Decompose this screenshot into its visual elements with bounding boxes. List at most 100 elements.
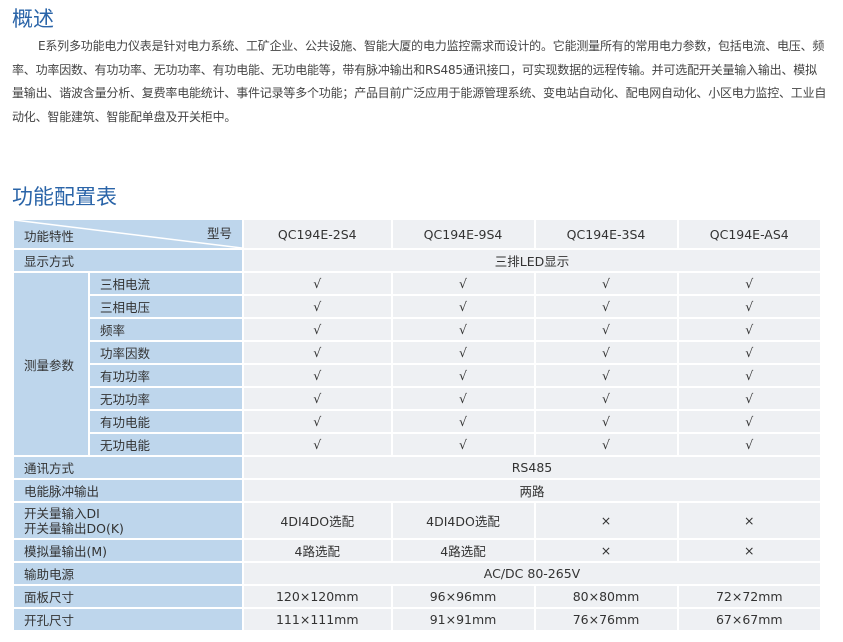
measure-item-label: 频率 <box>90 319 242 340</box>
row-label: 模拟量输出(M) <box>14 540 242 561</box>
corner-model-label: 型号 <box>206 226 232 241</box>
check-mark: √ <box>535 434 677 455</box>
measure-row: 有功电能 √ √ √ √ <box>14 411 820 432</box>
measure-item-label: 有功功率 <box>90 365 242 386</box>
do-label: 开关量输出DO(K) <box>24 520 124 536</box>
cell: 4路选配 <box>392 540 534 561</box>
measure-item-label: 三相电压 <box>90 296 242 317</box>
row-label: 输助电源 <box>14 563 242 584</box>
measure-row: 频率 √ √ √ √ <box>14 319 820 340</box>
panel-row: 面板尺寸 120×120mm 96×96mm 80×80mm 72×72mm <box>14 586 820 607</box>
measure-row: 测量参数 三相电流 √ √ √ √ <box>14 273 820 455</box>
cell: 4DI4DO选配 <box>392 503 534 538</box>
header-row: 型号 功能特性 QC194E-2S4 QC194E-9S4 QC194E-3S4… <box>14 220 820 248</box>
corner-cell: 型号 功能特性 <box>14 220 242 248</box>
row-label: 通讯方式 <box>14 457 242 478</box>
check-mark: √ <box>244 434 391 455</box>
config-table-title: 功能配置表 <box>12 185 117 209</box>
check-mark: √ <box>678 342 820 363</box>
check-mark: √ <box>392 388 534 409</box>
check-mark: √ <box>392 296 534 317</box>
cell: 80×80mm <box>535 586 677 607</box>
row-label: 开关量输入DI 开关量输出DO(K) <box>14 503 242 538</box>
cell: × <box>678 540 820 561</box>
check-mark: √ <box>535 319 677 340</box>
hole-row: 开孔尺寸 111×111mm 91×91mm 76×76mm 67×67mm <box>14 609 820 630</box>
measure-row: 有功功率 √ √ √ √ <box>14 365 820 386</box>
check-mark: √ <box>392 273 534 294</box>
check-mark: √ <box>678 296 820 317</box>
row-label: 面板尺寸 <box>14 586 242 607</box>
check-mark: √ <box>535 365 677 386</box>
row-label: 显示方式 <box>14 250 242 271</box>
check-mark: √ <box>244 296 391 317</box>
check-mark: √ <box>392 411 534 432</box>
cell: 91×91mm <box>392 609 534 630</box>
di-row: 开关量输入DI 开关量输出DO(K) 4DI4DO选配 4DI4DO选配 × × <box>14 503 820 538</box>
measure-item-label: 无功功率 <box>90 388 242 409</box>
cell: 96×96mm <box>392 586 534 607</box>
check-mark: √ <box>678 319 820 340</box>
row-value: 三排LED显示 <box>244 250 820 271</box>
analog-row: 模拟量输出(M) 4路选配 4路选配 × × <box>14 540 820 561</box>
power-row: 输助电源 AC/DC 80-265V <box>14 563 820 584</box>
cell: 4路选配 <box>244 540 391 561</box>
cell: 111×111mm <box>244 609 391 630</box>
cell: 76×76mm <box>535 609 677 630</box>
measure-row: 功率因数 √ √ √ √ <box>14 342 820 363</box>
measure-group-label: 测量参数 <box>14 273 88 455</box>
measure-item-label: 无功电能 <box>90 434 242 455</box>
corner-feature-label: 功能特性 <box>24 229 75 244</box>
measure-row: 无功电能 √ √ √ √ <box>14 434 820 455</box>
model-header: QC194E-AS4 <box>678 220 820 248</box>
check-mark: √ <box>678 365 820 386</box>
check-mark: √ <box>678 434 820 455</box>
check-mark: √ <box>678 411 820 432</box>
check-mark: √ <box>244 388 391 409</box>
cell: 120×120mm <box>244 586 391 607</box>
check-mark: √ <box>244 342 391 363</box>
cell: 67×67mm <box>678 609 820 630</box>
check-mark: √ <box>392 342 534 363</box>
check-mark: √ <box>678 388 820 409</box>
row-value: 两路 <box>244 480 820 501</box>
cell: × <box>535 540 677 561</box>
row-label: 电能脉冲输出 <box>14 480 242 501</box>
diagonal-line <box>14 220 242 248</box>
overview-title: 概述 <box>12 7 54 31</box>
model-header: QC194E-3S4 <box>535 220 677 248</box>
check-mark: √ <box>244 319 391 340</box>
check-mark: √ <box>392 434 534 455</box>
model-header: QC194E-2S4 <box>244 220 391 248</box>
di-label: 开关量输入DI <box>24 505 100 521</box>
check-mark: √ <box>535 388 677 409</box>
check-mark: √ <box>535 296 677 317</box>
check-mark: √ <box>535 273 677 294</box>
model-header: QC194E-9S4 <box>392 220 534 248</box>
measure-item-label: 有功电能 <box>90 411 242 432</box>
check-mark: √ <box>244 273 391 294</box>
check-mark: √ <box>244 365 391 386</box>
measure-item-label: 三相电流 <box>90 273 242 294</box>
measure-row: 三相电压 √ √ √ √ <box>14 296 820 317</box>
check-mark: √ <box>678 273 820 294</box>
check-mark: √ <box>392 365 534 386</box>
comm-row: 通讯方式 RS485 <box>14 457 820 478</box>
measure-item-label: 功率因数 <box>90 342 242 363</box>
display-row: 显示方式 三排LED显示 <box>14 250 820 271</box>
check-mark: √ <box>392 319 534 340</box>
cell: 72×72mm <box>678 586 820 607</box>
row-value: RS485 <box>244 457 820 478</box>
config-table: 型号 功能特性 QC194E-2S4 QC194E-9S4 QC194E-3S4… <box>12 218 822 632</box>
cell: × <box>678 503 820 538</box>
pulse-row: 电能脉冲输出 两路 <box>14 480 820 501</box>
check-mark: √ <box>244 411 391 432</box>
check-mark: √ <box>535 411 677 432</box>
check-mark: √ <box>535 342 677 363</box>
row-label: 开孔尺寸 <box>14 609 242 630</box>
row-value: AC/DC 80-265V <box>244 563 820 584</box>
overview-text: E系列多功能电力仪表是针对电力系统、工矿企业、公共设施、智能大厦的电力监控需求而… <box>12 39 827 124</box>
cell: 4DI4DO选配 <box>244 503 391 538</box>
measure-row: 无功功率 √ √ √ √ <box>14 388 820 409</box>
cell: × <box>535 503 677 538</box>
